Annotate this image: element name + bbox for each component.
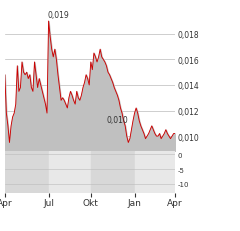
Text: 0,010: 0,010	[106, 116, 128, 125]
Bar	[5, 152, 48, 193]
Bar	[135, 152, 175, 193]
Bar	[48, 152, 91, 193]
Bar	[91, 152, 135, 193]
Text: 0,019: 0,019	[47, 11, 69, 20]
